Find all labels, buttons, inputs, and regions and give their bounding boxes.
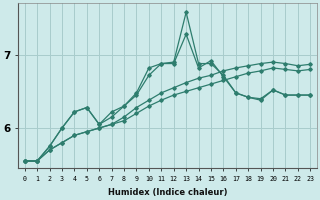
X-axis label: Humidex (Indice chaleur): Humidex (Indice chaleur) <box>108 188 227 197</box>
